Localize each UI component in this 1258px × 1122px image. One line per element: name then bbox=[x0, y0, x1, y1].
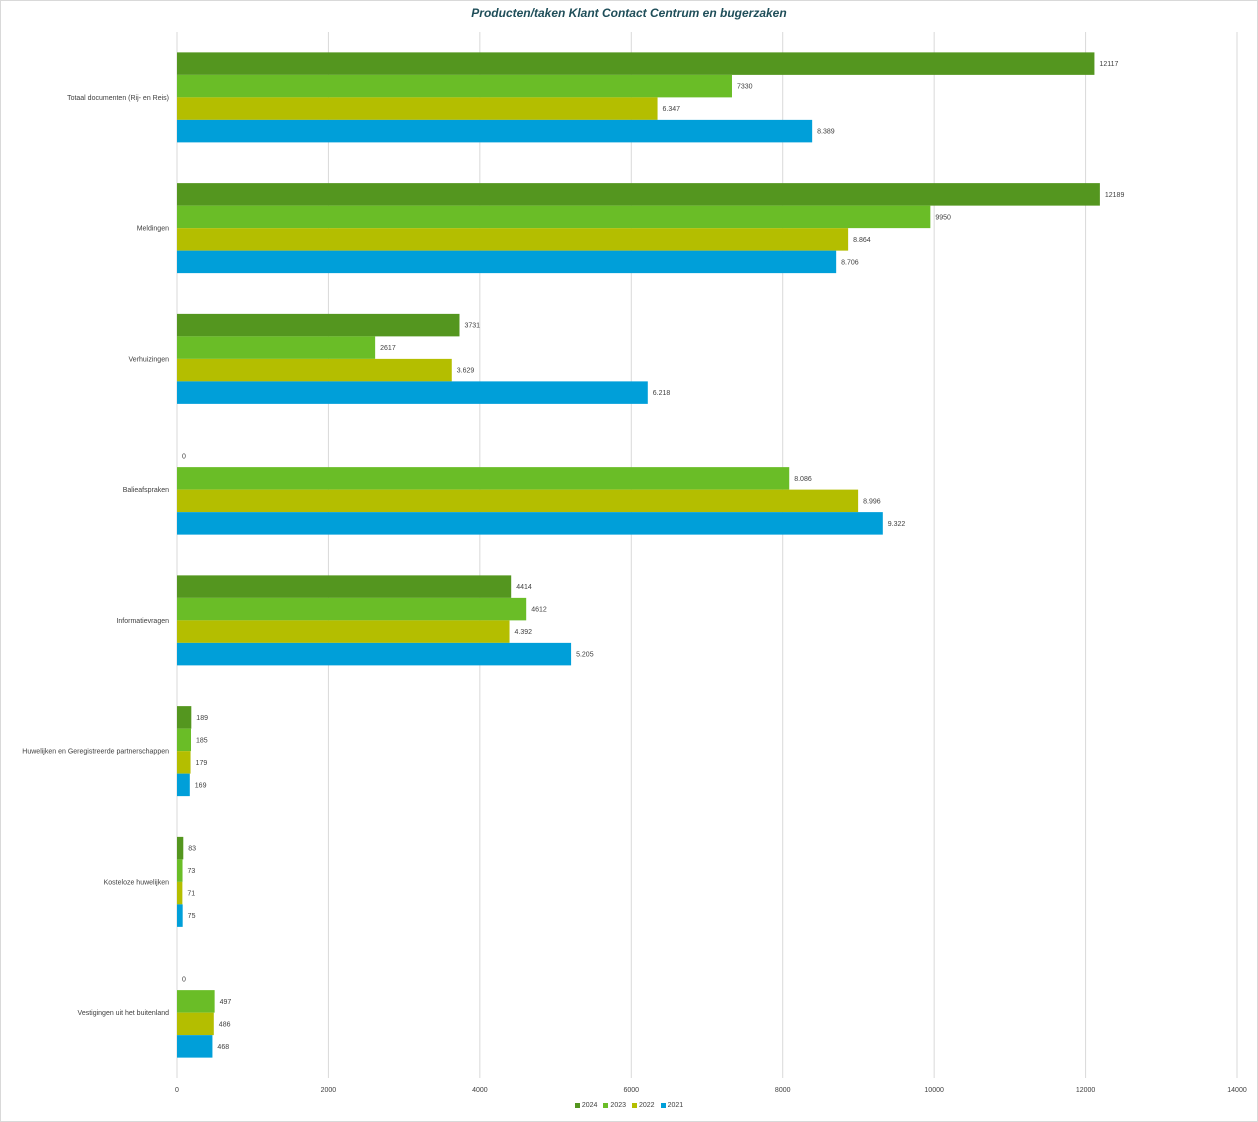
data-label: 71 bbox=[187, 891, 195, 898]
bar-2024 bbox=[177, 575, 512, 598]
data-label: 73 bbox=[188, 868, 196, 875]
data-label: 7330 bbox=[737, 84, 753, 91]
x-tick-label: 0 bbox=[175, 1087, 179, 1094]
x-tick-label: 4000 bbox=[472, 1087, 488, 1094]
x-tick-label: 6000 bbox=[623, 1087, 639, 1094]
x-tick-label: 14000 bbox=[1227, 1087, 1247, 1094]
data-label: 3731 bbox=[464, 323, 480, 330]
bar-2023 bbox=[177, 859, 183, 882]
category-label: Informatievragen bbox=[116, 618, 169, 625]
bar-2021 bbox=[177, 381, 648, 404]
legend-item: 2024 bbox=[574, 1102, 598, 1109]
bar-2022 bbox=[177, 751, 191, 774]
chart-legend: 2024 2023 2022 2021 bbox=[0, 1102, 1258, 1109]
legend-item: 2022 bbox=[632, 1102, 655, 1109]
data-label: 497 bbox=[220, 999, 232, 1006]
bar-2023 bbox=[177, 467, 790, 490]
category-label: Meldingen bbox=[137, 226, 169, 233]
data-label: 189 bbox=[196, 715, 208, 722]
data-label: 12117 bbox=[1099, 61, 1118, 68]
bar-2021 bbox=[177, 119, 813, 143]
data-label: 9950 bbox=[935, 214, 951, 221]
data-label: 8.996 bbox=[863, 498, 881, 505]
bar-2024 bbox=[177, 836, 184, 860]
data-label: 8.864 bbox=[853, 237, 871, 244]
bar-2022 bbox=[177, 358, 452, 382]
chart-title: Producten/taken Klant Contact Centrum en… bbox=[471, 6, 787, 20]
bar-2021 bbox=[177, 904, 183, 927]
legend-label: 2023 bbox=[610, 1102, 626, 1109]
category-label: Vestigingen uit het buitenland bbox=[78, 1010, 170, 1017]
category-label: Totaal documenten (Rij- en Reis) bbox=[67, 95, 169, 102]
legend-swatch bbox=[660, 1102, 666, 1108]
data-label: 2617 bbox=[380, 345, 396, 352]
data-label: 8.389 bbox=[817, 129, 835, 136]
bar-2024 bbox=[177, 313, 460, 337]
data-label: 468 bbox=[217, 1044, 229, 1051]
x-tick-label: 10000 bbox=[924, 1087, 944, 1094]
x-tick-label: 2000 bbox=[321, 1087, 337, 1094]
bar-2023 bbox=[177, 597, 527, 621]
data-label: 83 bbox=[188, 846, 196, 853]
data-label: 486 bbox=[219, 1021, 231, 1028]
data-label: 12189 bbox=[1105, 192, 1125, 199]
bar-2021 bbox=[177, 512, 883, 535]
category-label: Kosteloze huwelijken bbox=[104, 879, 169, 886]
legend-item: 2021 bbox=[660, 1102, 684, 1109]
data-label: 4.392 bbox=[515, 629, 533, 636]
bar-2022 bbox=[177, 881, 183, 905]
legend-label: 2022 bbox=[639, 1102, 655, 1109]
category-label: Huwelijken en Geregistreerde partnerscha… bbox=[22, 749, 169, 756]
bar-2022 bbox=[177, 620, 510, 643]
bar-2021 bbox=[177, 773, 190, 797]
data-label: 6.347 bbox=[663, 106, 681, 113]
legend-label: 2024 bbox=[581, 1102, 598, 1109]
bar-2023 bbox=[177, 74, 732, 98]
bar-2023 bbox=[177, 205, 931, 229]
bar-2022 bbox=[177, 228, 849, 251]
data-label: 4414 bbox=[516, 584, 532, 591]
bar-2021 bbox=[177, 642, 572, 666]
data-label: 0 bbox=[182, 453, 186, 460]
legend-swatch bbox=[574, 1102, 580, 1108]
data-label: 4612 bbox=[531, 607, 547, 614]
bar-2024 bbox=[177, 706, 192, 729]
data-label: 185 bbox=[196, 737, 208, 744]
data-label: 8.086 bbox=[794, 476, 812, 483]
data-label: 6.218 bbox=[653, 390, 671, 397]
data-label: 3.629 bbox=[457, 368, 475, 375]
legend-swatch bbox=[603, 1102, 609, 1108]
data-label: 8.706 bbox=[841, 259, 859, 266]
data-label: 169 bbox=[195, 782, 207, 789]
bar-2024 bbox=[177, 183, 1100, 206]
x-tick-label: 12000 bbox=[1076, 1087, 1096, 1094]
legend-swatch bbox=[632, 1102, 637, 1108]
bar-2023 bbox=[177, 728, 192, 752]
data-label: 179 bbox=[196, 760, 208, 767]
bar-2021 bbox=[177, 1035, 213, 1058]
bar-2022 bbox=[177, 1012, 214, 1036]
data-label: 9.322 bbox=[888, 521, 906, 528]
data-label: 75 bbox=[188, 913, 196, 920]
data-label: 5.205 bbox=[576, 652, 594, 659]
bar-2024 bbox=[177, 52, 1095, 75]
bar-2023 bbox=[177, 336, 376, 359]
bar-2023 bbox=[177, 990, 215, 1013]
category-label: Balieafspraken bbox=[123, 487, 169, 494]
data-label: 0 bbox=[182, 976, 186, 983]
category-label: Verhuizingen bbox=[129, 356, 170, 363]
legend-item: 2023 bbox=[603, 1102, 626, 1109]
x-tick-label: 8000 bbox=[775, 1087, 791, 1094]
bar-2022 bbox=[177, 97, 658, 120]
legend-label: 2021 bbox=[667, 1102, 684, 1109]
bar-2022 bbox=[177, 489, 859, 513]
bar-2021 bbox=[177, 250, 837, 274]
